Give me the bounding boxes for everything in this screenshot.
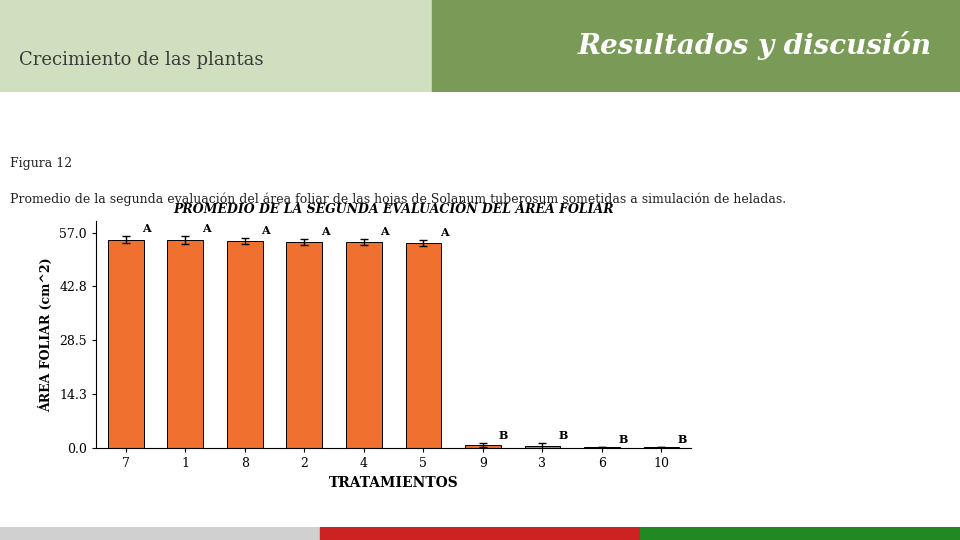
Bar — [524, 446, 561, 448]
Text: Promedio de la segunda evaluación del área foliar de las hojas de Solanum tubero: Promedio de la segunda evaluación del ár… — [10, 192, 785, 206]
Text: A: A — [202, 223, 210, 234]
Text: B: B — [499, 430, 509, 441]
Bar — [227, 241, 263, 448]
Text: A: A — [261, 225, 270, 236]
Text: A: A — [440, 227, 448, 238]
Text: Resultados y discusión: Resultados y discusión — [577, 31, 931, 60]
X-axis label: TRATAMIENTOS: TRATAMIENTOS — [328, 476, 459, 490]
Title: PROMEDIO DE LA SEGUNDA EVALUACIÓN DEL ÁREA FOLIAR: PROMEDIO DE LA SEGUNDA EVALUACIÓN DEL ÁR… — [174, 203, 613, 216]
Text: B: B — [618, 434, 628, 445]
Text: B: B — [559, 430, 568, 441]
Bar — [432, 0, 960, 92]
Text: A: A — [321, 226, 329, 237]
Text: B: B — [678, 434, 687, 445]
Bar — [465, 445, 501, 448]
Text: Crecimiento de las plantas: Crecimiento de las plantas — [19, 51, 264, 69]
Bar — [643, 447, 680, 448]
Bar — [405, 242, 442, 448]
Bar — [167, 240, 204, 448]
Bar — [0, 526, 320, 540]
Bar — [320, 526, 640, 540]
Bar — [640, 526, 960, 540]
Bar — [584, 447, 620, 448]
Bar — [286, 242, 323, 448]
Bar — [346, 242, 382, 448]
Text: A: A — [142, 223, 151, 234]
Y-axis label: ÁREA FOLIAR (cm^2): ÁREA FOLIAR (cm^2) — [39, 258, 54, 412]
Text: Figura 12: Figura 12 — [10, 157, 72, 171]
Text: A: A — [380, 226, 389, 237]
Bar — [108, 240, 144, 448]
